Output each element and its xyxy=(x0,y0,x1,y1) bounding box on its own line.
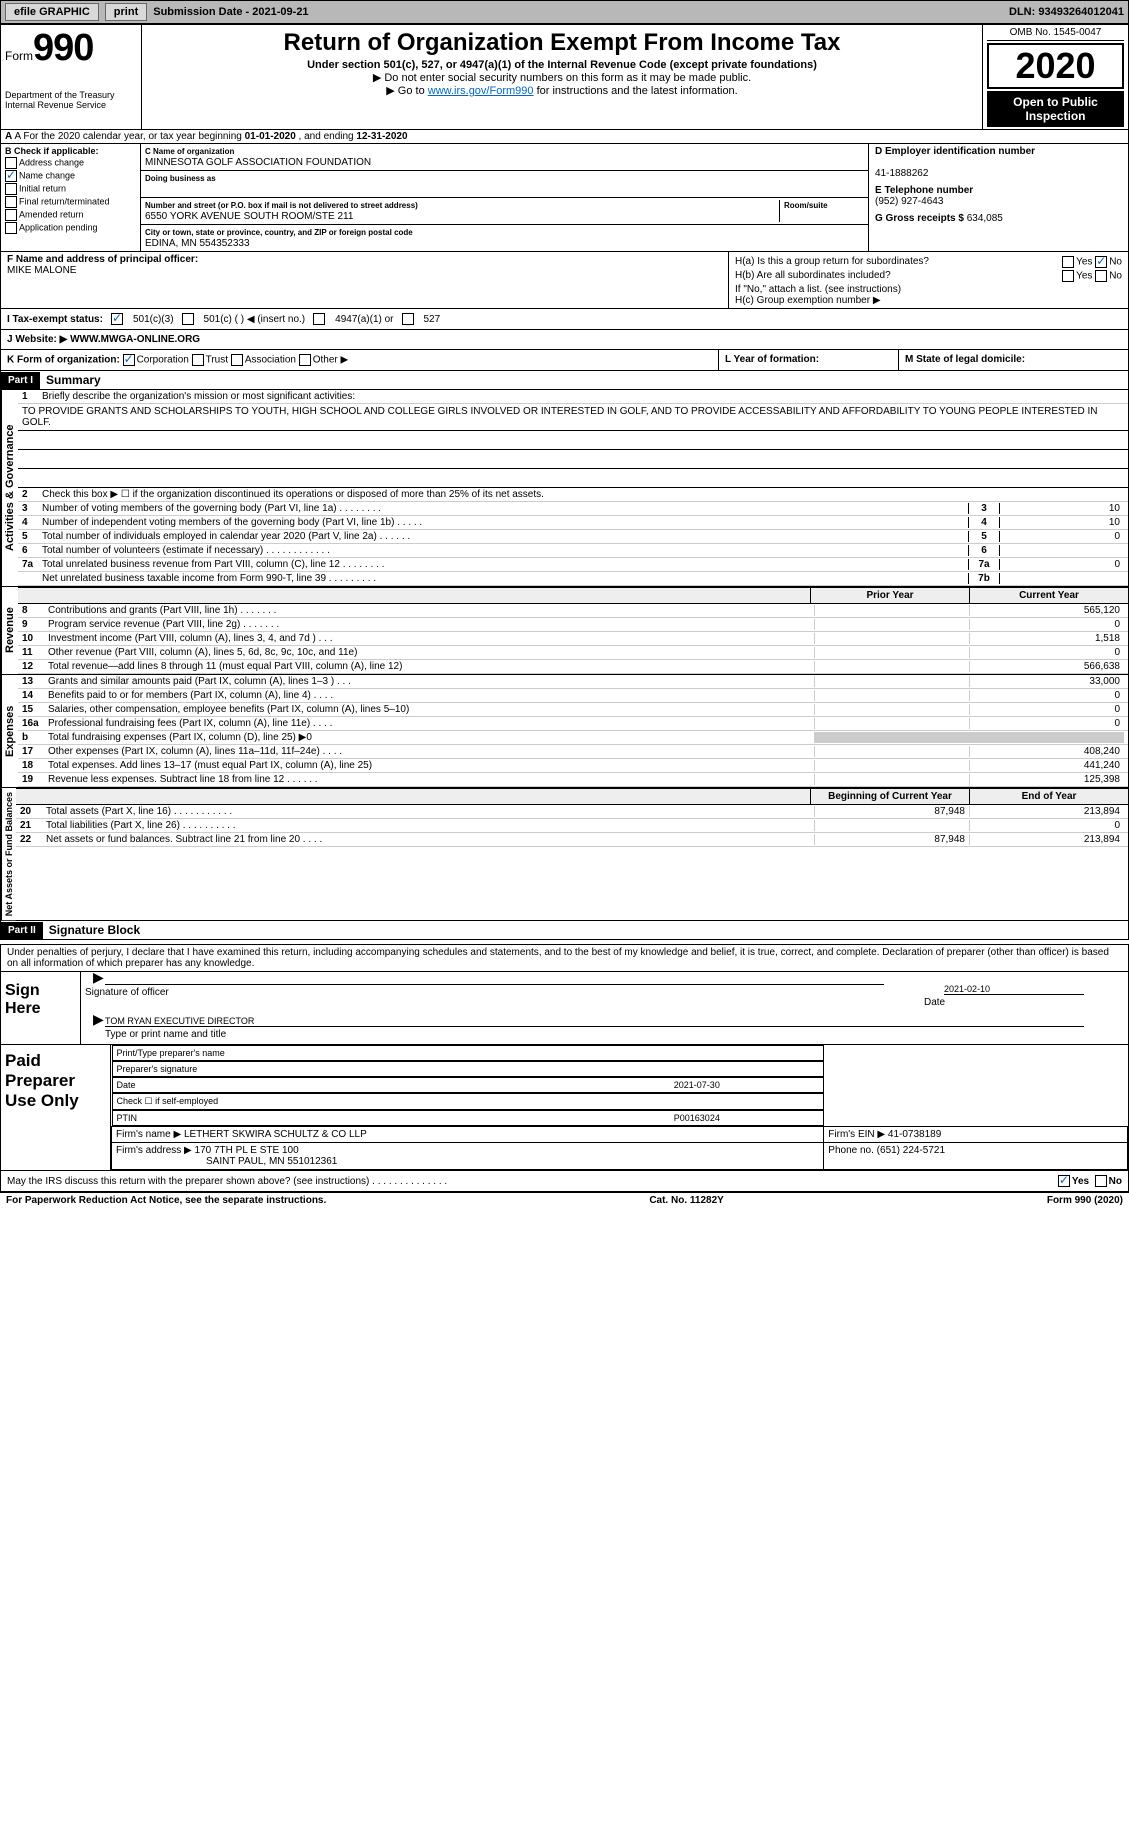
cb-4947[interactable] xyxy=(313,313,325,325)
title-block: Return of Organization Exempt From Incom… xyxy=(141,25,983,129)
summary-line: Net unrelated business taxable income fr… xyxy=(18,572,1128,586)
data-line: bTotal fundraising expenses (Part IX, co… xyxy=(18,731,1128,745)
form-number-block: Form990 Department of the Treasury Inter… xyxy=(1,25,141,129)
topbar: efile GRAPHIC print Submission Date - 20… xyxy=(0,0,1129,24)
sign-here-label: Sign Here xyxy=(1,972,81,1044)
form-title: Return of Organization Exempt From Incom… xyxy=(146,29,978,57)
note-ssn: ▶ Do not enter social security numbers o… xyxy=(146,71,978,84)
part1-expenses: Expenses 13Grants and similar amounts pa… xyxy=(0,675,1129,788)
data-line: 13Grants and similar amounts paid (Part … xyxy=(18,675,1128,689)
phone: (952) 927-4643 xyxy=(875,196,943,207)
cb-discuss-yes[interactable] xyxy=(1058,1175,1070,1187)
cb-other[interactable] xyxy=(299,354,311,366)
section-bcd: B Check if applicable: Address change Na… xyxy=(0,144,1129,252)
section-fh: F Name and address of principal officer:… xyxy=(0,252,1129,309)
dln: DLN: 93493264012041 xyxy=(1009,6,1124,18)
part1-header: Part I Summary xyxy=(0,371,1129,390)
cb-amended[interactable]: Amended return xyxy=(5,209,136,221)
ein: 41-1888262 xyxy=(875,168,928,179)
part1-revenue: Revenue Prior YearCurrent Year 8Contribu… xyxy=(0,587,1129,675)
part1-governance: Activities & Governance 1Briefly describ… xyxy=(0,390,1129,587)
irs-discuss: May the IRS discuss this return with the… xyxy=(1,1170,1128,1191)
tax-exempt-status: I Tax-exempt status: 501(c)(3) 501(c) ( … xyxy=(0,309,1129,330)
cb-address[interactable]: Address change xyxy=(5,157,136,169)
summary-line: 6Total number of volunteers (estimate if… xyxy=(18,544,1128,558)
data-line: 20Total assets (Part X, line 16) . . . .… xyxy=(16,805,1128,819)
omb-number: OMB No. 1545-0047 xyxy=(987,27,1124,41)
sidebar-netassets: Net Assets or Fund Balances xyxy=(1,788,16,920)
preparer-table: Print/Type preparer's namePreparer's sig… xyxy=(111,1045,1128,1170)
data-line: 21Total liabilities (Part X, line 26) . … xyxy=(16,819,1128,833)
summary-line: 4Number of independent voting members of… xyxy=(18,516,1128,530)
print-button[interactable]: print xyxy=(105,3,147,21)
data-line: 9Program service revenue (Part VIII, lin… xyxy=(18,618,1128,632)
col-d-ein: D Employer identification number41-18882… xyxy=(868,144,1128,251)
submission-date-label: Submission Date - 2021-09-21 xyxy=(153,6,308,18)
note-link: ▶ Go to www.irs.gov/Form990 for instruct… xyxy=(146,84,978,97)
open-inspection: Open to Public Inspection xyxy=(987,91,1124,127)
gross-receipts: 634,085 xyxy=(967,213,1003,224)
city: EDINA, MN 554352333 xyxy=(145,238,250,249)
irs-link[interactable]: www.irs.gov/Form990 xyxy=(428,85,534,97)
cb-501c[interactable] xyxy=(182,313,194,325)
summary-line: 3Number of voting members of the governi… xyxy=(18,502,1128,516)
cb-501c3[interactable] xyxy=(111,313,123,325)
website-url: WWW.MWGA-ONLINE.ORG xyxy=(70,334,200,345)
sidebar-expenses: Expenses xyxy=(1,675,18,787)
year-block: OMB No. 1545-0047 2020 Open to Public In… xyxy=(983,25,1128,129)
cb-527[interactable] xyxy=(402,313,414,325)
cb-corp[interactable] xyxy=(123,354,135,366)
data-line: 22Net assets or fund balances. Subtract … xyxy=(16,833,1128,847)
cb-pending[interactable]: Application pending xyxy=(5,222,136,234)
paid-preparer-label: Paid Preparer Use Only xyxy=(1,1045,111,1170)
data-line: 11Other revenue (Part VIII, column (A), … xyxy=(18,646,1128,660)
data-line: 12Total revenue—add lines 8 through 11 (… xyxy=(18,660,1128,674)
cb-final[interactable]: Final return/terminated xyxy=(5,196,136,208)
cb-discuss-no[interactable] xyxy=(1095,1175,1107,1187)
data-line: 18Total expenses. Add lines 13–17 (must … xyxy=(18,759,1128,773)
group-return: H(a) Is this a group return for subordin… xyxy=(728,252,1128,308)
efile-button[interactable]: efile GRAPHIC xyxy=(5,3,99,21)
org-name: MINNESOTA GOLF ASSOCIATION FOUNDATION xyxy=(145,157,371,168)
state-domicile: M State of legal domicile: xyxy=(898,350,1128,370)
data-line: 14Benefits paid to or for members (Part … xyxy=(18,689,1128,703)
part2-header: Part II Signature Block xyxy=(0,921,1129,940)
tax-year: 2020 xyxy=(987,43,1124,89)
cb-assoc[interactable] xyxy=(231,354,243,366)
part1-netassets: Net Assets or Fund Balances Beginning of… xyxy=(0,788,1129,921)
data-line: 17Other expenses (Part IX, column (A), l… xyxy=(18,745,1128,759)
data-line: 8Contributions and grants (Part VIII, li… xyxy=(18,604,1128,618)
page-footer: For Paperwork Reduction Act Notice, see … xyxy=(0,1192,1129,1208)
principal-officer: F Name and address of principal officer:… xyxy=(1,252,728,308)
form-of-org: K Form of organization: Corporation Trus… xyxy=(1,350,718,370)
year-formation: L Year of formation: xyxy=(718,350,898,370)
summary-line: 7aTotal unrelated business revenue from … xyxy=(18,558,1128,572)
sidebar-revenue: Revenue xyxy=(1,587,18,674)
address: 6550 YORK AVENUE SOUTH ROOM/STE 211 xyxy=(145,211,353,222)
perjury-declaration: Under penalties of perjury, I declare th… xyxy=(1,945,1128,972)
mission-text: TO PROVIDE GRANTS AND SCHOLARSHIPS TO YO… xyxy=(18,404,1128,431)
sidebar-governance: Activities & Governance xyxy=(1,390,18,586)
form-header: Form990 Department of the Treasury Inter… xyxy=(0,24,1129,130)
section-klm: K Form of organization: Corporation Trus… xyxy=(0,350,1129,371)
cb-trust[interactable] xyxy=(192,354,204,366)
form-subtitle: Under section 501(c), 527, or 4947(a)(1)… xyxy=(146,59,978,71)
cb-name[interactable]: Name change xyxy=(5,170,136,182)
website-row: J Website: ▶ WWW.MWGA-ONLINE.ORG xyxy=(0,330,1129,350)
line-a: A A For the 2020 calendar year, or tax y… xyxy=(0,130,1129,144)
data-line: 19Revenue less expenses. Subtract line 1… xyxy=(18,773,1128,787)
dept-label: Department of the Treasury Internal Reve… xyxy=(5,90,137,110)
cb-initial[interactable]: Initial return xyxy=(5,183,136,195)
data-line: 10Investment income (Part VIII, column (… xyxy=(18,632,1128,646)
col-c-org-info: C Name of organizationMINNESOTA GOLF ASS… xyxy=(141,144,868,251)
signature-block: Under penalties of perjury, I declare th… xyxy=(0,944,1129,1192)
summary-line: 5Total number of individuals employed in… xyxy=(18,530,1128,544)
data-line: 15Salaries, other compensation, employee… xyxy=(18,703,1128,717)
data-line: 16aProfessional fundraising fees (Part I… xyxy=(18,717,1128,731)
col-b-checkboxes: B Check if applicable: Address change Na… xyxy=(1,144,141,251)
